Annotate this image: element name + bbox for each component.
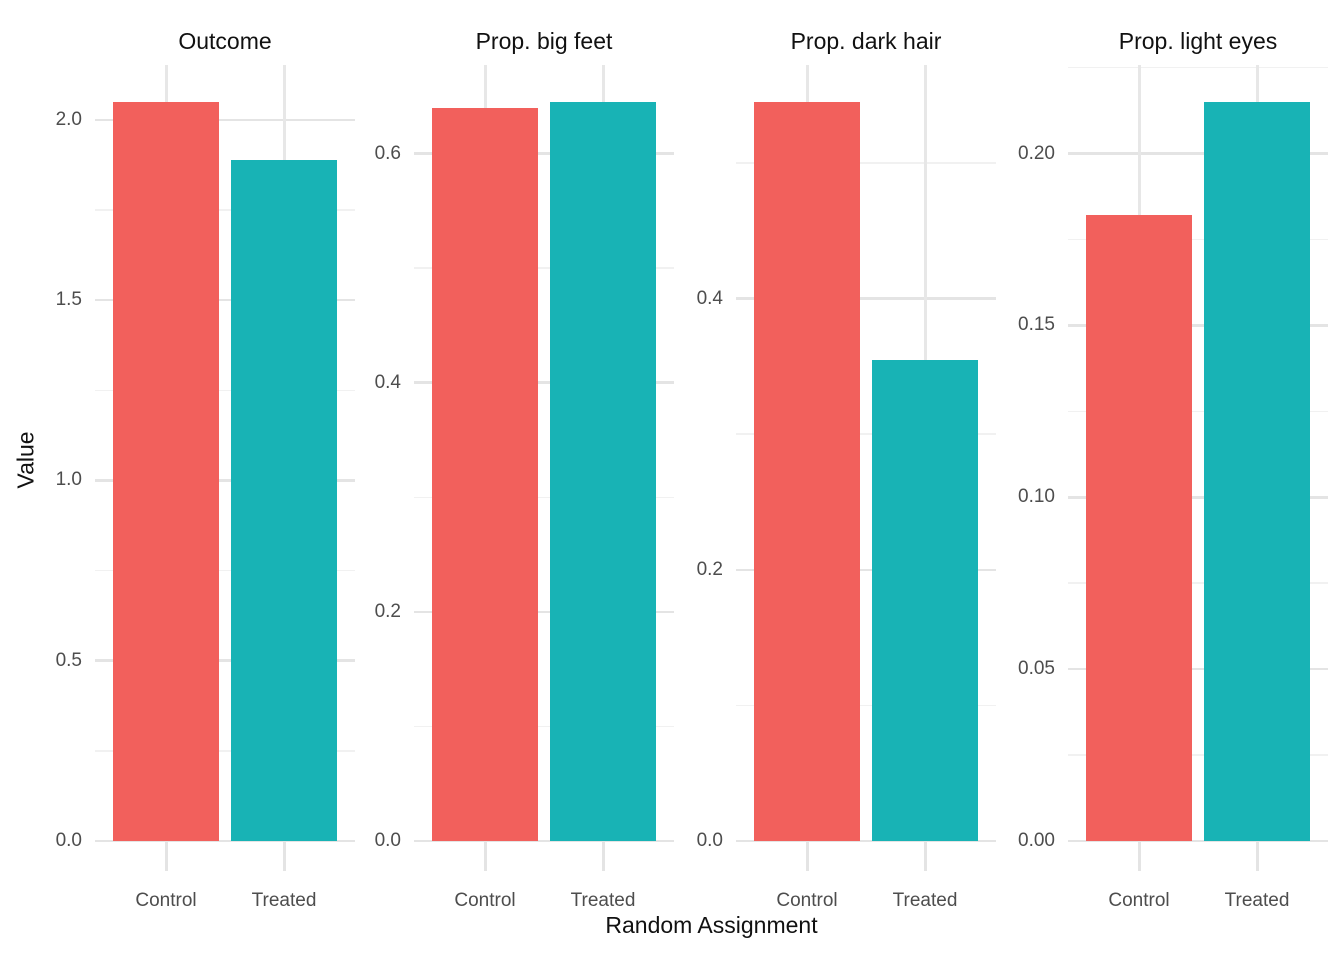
bar-control-outcome xyxy=(113,101,219,841)
gridline-minor xyxy=(1068,66,1328,69)
facet-title-prop-big-feet: Prop. big feet xyxy=(475,28,613,54)
gridline-major xyxy=(1068,324,1328,327)
gridline-major xyxy=(1068,839,1328,843)
x-tick-mark-treated xyxy=(923,842,927,871)
y-tick-label-prop-light-eyes: 0.00 xyxy=(1018,830,1055,851)
x-tick-label-control: Control xyxy=(776,890,838,911)
y-tick-label-prop-dark-hair: 0.4 xyxy=(696,287,723,309)
x-tick-label-treated: Treated xyxy=(251,890,317,911)
x-tick-mark-control xyxy=(164,842,168,871)
y-tick-label-outcome: 1.0 xyxy=(55,469,82,491)
facet-panel-prop-big-feet xyxy=(414,65,674,843)
facet-panel-prop-dark-hair xyxy=(736,65,996,843)
gridline-major xyxy=(95,659,355,662)
y-tick-label-prop-big-feet: 0.6 xyxy=(374,142,401,164)
gridline-minor xyxy=(1068,754,1328,756)
gridline-major xyxy=(1068,152,1328,155)
x-tick-label-treated: Treated xyxy=(1224,890,1290,911)
gridline-major xyxy=(736,839,996,843)
x-tick-mark-treated xyxy=(1255,842,1259,871)
gridline-minor xyxy=(1068,238,1328,241)
x-tick-label-treated: Treated xyxy=(570,890,636,911)
gridline-minor xyxy=(736,162,996,164)
x-tick-label-control: Control xyxy=(454,890,516,911)
y-tick-label-prop-big-feet: 0.2 xyxy=(374,600,401,622)
bar-treated-outcome xyxy=(231,159,337,841)
gridline-major xyxy=(1068,667,1328,671)
gridline-major xyxy=(414,839,674,843)
y-tick-label-prop-light-eyes: 0.20 xyxy=(1018,142,1055,164)
gridline-minor xyxy=(414,496,674,498)
bar-treated-prop-big-feet xyxy=(550,101,656,841)
y-tick-label-prop-dark-hair: 0.0 xyxy=(696,830,723,851)
gridline-minor xyxy=(1068,582,1328,584)
y-tick-label-outcome: 2.0 xyxy=(55,108,82,130)
y-tick-label-prop-dark-hair: 0.2 xyxy=(696,558,723,580)
gridline-major xyxy=(414,610,674,614)
gridline-minor xyxy=(414,267,674,269)
bar-treated-prop-light-eyes xyxy=(1204,101,1310,841)
y-tick-label-prop-big-feet: 0.0 xyxy=(374,830,401,851)
bar-control-prop-light-eyes xyxy=(1086,215,1192,841)
gridline-major xyxy=(414,152,674,155)
x-axis-title: Random Assignment xyxy=(605,912,818,938)
gridline-minor xyxy=(95,750,355,752)
gridline-minor xyxy=(1068,410,1328,413)
facet-title-outcome: Outcome xyxy=(178,28,272,54)
facet-title-prop-light-eyes: Prop. light eyes xyxy=(1118,28,1278,54)
bar-treated-prop-dark-hair xyxy=(872,359,978,841)
gridline-minor xyxy=(736,433,996,435)
facet-panel-outcome xyxy=(95,65,355,843)
gridline-major xyxy=(736,568,996,572)
gridline-major xyxy=(1068,496,1328,499)
gridline-major xyxy=(736,297,996,300)
gridline-minor xyxy=(95,569,355,572)
y-tick-label-prop-light-eyes: 0.10 xyxy=(1018,486,1055,508)
gridline-major xyxy=(95,118,355,122)
gridline-minor xyxy=(95,209,355,211)
bar-control-prop-big-feet xyxy=(432,107,538,841)
x-tick-mark-treated xyxy=(282,842,286,871)
gridline-major xyxy=(95,839,355,843)
x-tick-mark-control xyxy=(1137,842,1141,871)
y-tick-label-outcome: 0.5 xyxy=(55,649,82,671)
gridline-major xyxy=(95,298,355,302)
x-tick-mark-control xyxy=(805,842,809,871)
facet-title-prop-dark-hair: Prop. dark hair xyxy=(790,28,942,54)
bar-control-prop-dark-hair xyxy=(754,101,860,841)
facet-panel-prop-light-eyes xyxy=(1068,65,1328,843)
y-tick-label-prop-light-eyes: 0.15 xyxy=(1018,314,1055,336)
y-tick-label-outcome: 0.0 xyxy=(55,830,82,851)
x-tick-label-treated: Treated xyxy=(892,890,958,911)
x-tick-mark-control xyxy=(483,842,487,871)
y-tick-label-outcome: 1.5 xyxy=(55,289,82,311)
x-tick-label-control: Control xyxy=(1108,890,1170,911)
y-tick-label-prop-light-eyes: 0.05 xyxy=(1018,658,1055,680)
gridline-major xyxy=(95,479,355,482)
x-tick-label-control: Control xyxy=(135,890,197,911)
gridline-minor xyxy=(414,725,674,728)
gridline-major xyxy=(414,381,674,384)
x-tick-mark-treated xyxy=(601,842,605,871)
gridline-minor xyxy=(95,389,355,392)
y-tick-label-prop-big-feet: 0.4 xyxy=(374,371,401,393)
gridline-minor xyxy=(736,704,996,707)
